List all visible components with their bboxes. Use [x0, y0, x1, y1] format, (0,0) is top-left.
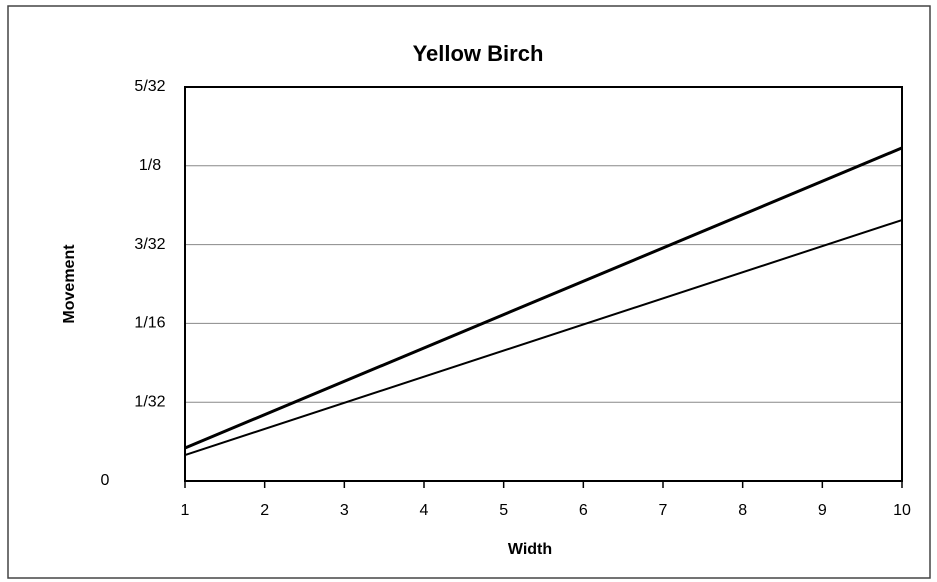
x-tick-label: 8 — [738, 502, 747, 519]
x-axis-label: Width — [508, 541, 552, 558]
x-tick-label: 2 — [260, 502, 269, 519]
line — [184, 146, 903, 450]
x-tick-label: 9 — [818, 502, 827, 519]
line — [184, 219, 903, 456]
plot-area — [184, 86, 903, 482]
x-tick-label: 7 — [659, 502, 668, 519]
chart-title: Yellow Birch — [413, 41, 544, 66]
chart-frame — [7, 5, 931, 579]
x-tick-label: 5 — [499, 502, 508, 519]
y-tick-label: 3/32 — [134, 236, 165, 253]
y-tick-label: 1/8 — [139, 157, 161, 174]
y-tick-label: 1/16 — [134, 315, 165, 332]
x-tick-label: 3 — [340, 502, 349, 519]
x-tick-label: 10 — [893, 502, 911, 519]
y-tick-label: 0 — [101, 472, 110, 489]
y-tick-label: 1/32 — [134, 393, 165, 410]
y-axis-label: Movement — [61, 244, 78, 324]
y-tick-label: 5/32 — [134, 78, 165, 95]
x-tick-label: 4 — [420, 502, 429, 519]
x-tick-label: 6 — [579, 502, 588, 519]
x-tick-label: 1 — [181, 502, 190, 519]
